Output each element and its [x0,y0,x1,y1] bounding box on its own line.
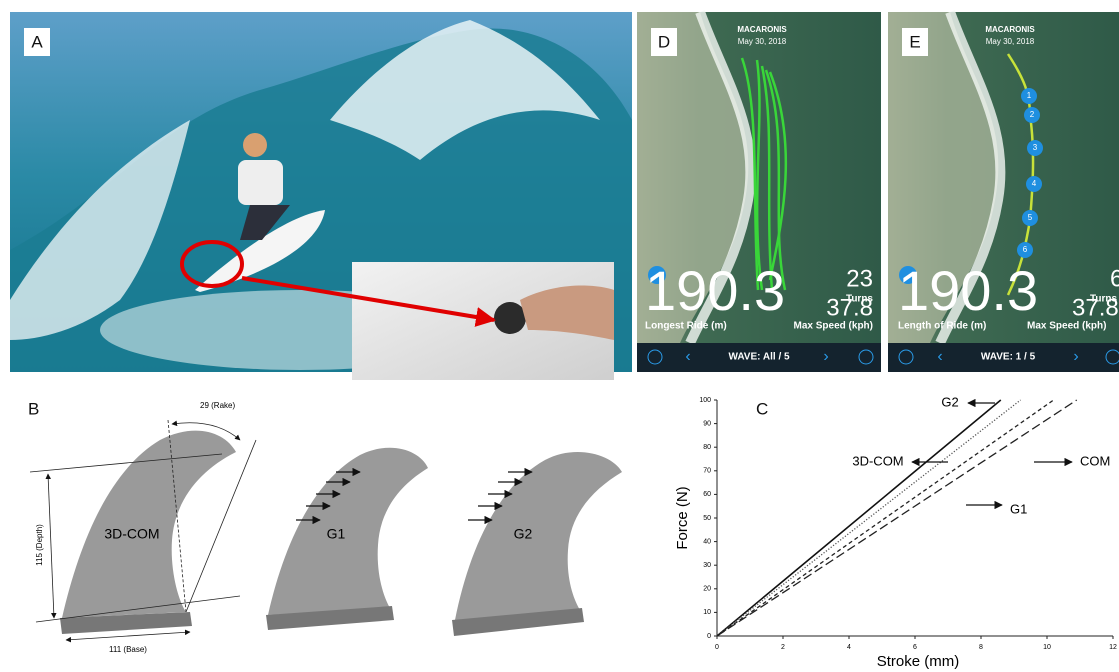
next-button[interactable]: › [823,348,828,365]
y-tick-label: 90 [703,420,711,427]
ride-label: Longest Ride (m) [645,321,727,332]
series-line [717,400,1054,636]
series-line [717,400,1021,636]
speed-value: 37.8 [1072,294,1119,321]
depth-label: 115 (Depth) [35,524,44,566]
y-tick-label: 0 [707,633,711,640]
x-tick-label: 0 [715,644,719,651]
panel-label: A [31,32,43,51]
marker-label: 2 [1030,110,1035,119]
marker-label: 3 [1033,143,1038,152]
y-tick-label: 20 [703,586,711,593]
y-tick-label: 30 [703,562,711,569]
prev-button[interactable]: ‹ [685,348,690,365]
x-tick-label: 6 [913,644,917,651]
y-tick-label: 50 [703,515,711,522]
series-label: G1 [1010,501,1027,516]
x-tick-label: 4 [847,644,851,651]
y-tick-label: 60 [703,491,711,498]
panel-b: B 29 (Rake) 115 (Depth) 111 (Base) 3D-CO… [28,399,622,654]
y-tick-label: 10 [703,609,711,616]
location: MACARONIS [985,25,1035,34]
next-button[interactable]: › [1073,348,1078,365]
x-tick-label: 2 [781,644,785,651]
marker-label: 5 [1028,213,1033,222]
surfer [238,160,283,205]
panel-label: B [28,399,39,418]
ride-label: Length of Ride (m) [898,321,986,332]
fin [62,431,236,618]
ride-value: 190.3 [898,259,1038,322]
y-tick-label: 100 [699,397,711,404]
speed-label: Max Speed (kph) [794,321,873,332]
x-tick-label: 10 [1043,644,1051,651]
fin-label: 3D-COM [104,526,159,542]
series-label: G2 [941,394,958,409]
fin-label: G2 [514,526,533,542]
rake-label: 29 (Rake) [200,401,235,410]
marker-label: 6 [1023,245,1028,254]
panel-label: E [909,32,920,51]
y-axis-label: Force (N) [674,486,691,549]
fin-label: G1 [327,526,346,542]
panel-d: D MACARONIS May 30, 2018 23 Turns 190.3 … [637,12,881,372]
panel-c: C Stroke (mm) Force (N) 0 2 4 6 8 10 12 0 10 20 30… [674,394,1117,670]
panel-label: C [756,399,768,418]
sensor [494,302,526,334]
y-tick-label: 80 [703,444,711,451]
speed-value: 37.8 [826,294,873,321]
location: MACARONIS [737,25,787,34]
y-tick-label: 70 [703,468,711,475]
figure: A D MACARONIS May 30, 2018 23 Turns 190.… [0,0,1119,672]
fin [268,448,428,615]
series-label: 3D-COM [852,453,903,468]
panel-e: 1 2 3 4 5 6 E MACARONIS May 30, 2018 6 T… [888,12,1119,372]
turns-value: 6 [1110,265,1119,292]
panel-label: D [658,32,670,51]
x-tick-label: 8 [979,644,983,651]
base-label: 111 (Base) [109,645,147,654]
series-line [717,400,1077,636]
date: May 30, 2018 [986,37,1035,46]
marker-label: 4 [1032,179,1037,188]
prev-button[interactable]: ‹ [937,348,942,365]
series-label: COM [1080,453,1110,468]
surfer-head [243,133,267,157]
panel-a: A [10,12,632,380]
fin [455,452,622,620]
turns-value: 23 [846,265,873,292]
x-axis-label: Stroke (mm) [877,653,960,670]
y-tick-label: 40 [703,538,711,545]
speed-label: Max Speed (kph) [1027,321,1106,332]
series-line [717,400,1001,636]
x-tick-label: 12 [1109,644,1117,651]
marker-label: 1 [1027,91,1032,100]
date: May 30, 2018 [738,37,787,46]
ride-value: 190.3 [645,259,785,322]
wave-selector[interactable]: WAVE: All / 5 [728,352,790,363]
wave-selector[interactable]: WAVE: 1 / 5 [981,352,1036,363]
